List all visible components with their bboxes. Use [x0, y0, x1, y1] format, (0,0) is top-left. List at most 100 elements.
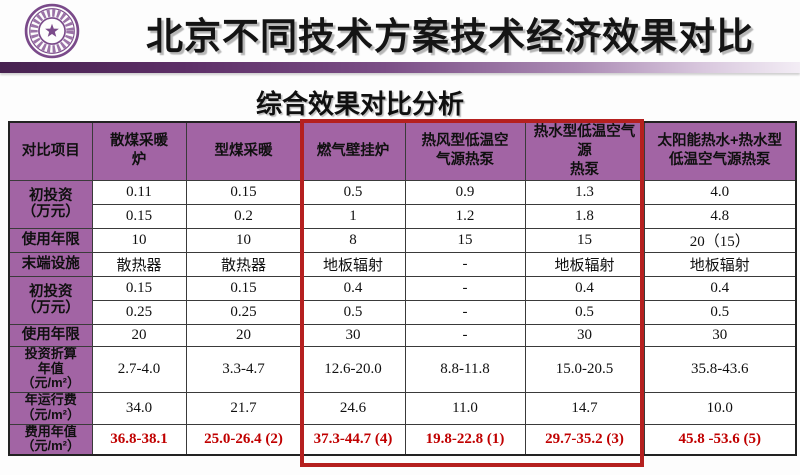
- title-divider-bar: [0, 62, 800, 73]
- col-header-loose-coal-stove: 散煤采暖炉: [91, 121, 187, 181]
- row-label-annual-operating-cost: 年运行费 （元/m²）: [8, 391, 93, 425]
- table-row: 末端设施 散热器 散热器 地板辐射 - 地板辐射 地板辐射: [8, 251, 797, 277]
- table-cell: 0.25: [91, 299, 187, 325]
- table-cell: 0.11: [91, 179, 187, 205]
- table-cell: 21.7: [185, 391, 302, 425]
- table-cell: 35.8-43.6: [643, 345, 797, 393]
- table-cell: 0.5: [300, 179, 406, 205]
- header-line: 气源热泵: [436, 152, 494, 169]
- col-header-solar-plus-heat-pump: 太阳能热水+热水型 低温空气源热泵: [643, 121, 797, 181]
- label-line: 费用年值: [24, 424, 77, 439]
- table-cell: 0.15: [91, 275, 187, 301]
- label-line: 投资折算: [24, 346, 77, 362]
- table-cell: 0.5: [643, 299, 797, 325]
- row-label-service-life-2: 使用年限: [8, 323, 93, 347]
- label-line: 年运行费: [24, 392, 77, 408]
- table-cell: 11.0: [404, 391, 526, 425]
- table-cell: 0.5: [524, 299, 645, 325]
- row-label-service-life-1: 使用年限: [8, 227, 93, 253]
- table-cell: 0.15: [185, 275, 302, 301]
- table-row: 0.15 0.2 1 1.2 1.8 4.8: [9, 203, 797, 229]
- label-line: （万元）: [21, 204, 80, 221]
- header-line: 散煤采暖: [110, 133, 168, 150]
- label-line: （元/m²）: [21, 375, 80, 391]
- table-cell-ranked-cost: 29.7-35.2 (3): [524, 423, 645, 456]
- table-cell-ranked-cost: 45.8 -53.6 (5): [643, 423, 797, 456]
- page-title: 北京不同技术方案技术经济效果对比: [146, 16, 754, 57]
- table-cell-ranked-cost: 25.0-26.4 (2): [185, 423, 302, 456]
- row-label-terminal-equipment: 末端设施: [8, 251, 93, 277]
- col-header-gas-wall-boiler: 燃气壁挂炉: [300, 121, 406, 181]
- table-row-annual-total-cost: 费用年值 （元/m²） 36.8-38.1 25.0-26.4 (2) 37.3-…: [8, 423, 797, 456]
- table-cell: 30: [524, 323, 645, 347]
- label-line: 初投资: [29, 187, 73, 204]
- table-cell: 4.8: [643, 203, 797, 229]
- label-line: （元/m²）: [21, 438, 80, 454]
- table-cell: 0.25: [185, 299, 302, 325]
- col-header-water-type-heat-pump: 热水型低温空气源热泵: [524, 121, 645, 181]
- col-header-briquette-heating: 型煤采暖: [185, 121, 302, 181]
- row-label-initial-investment-2: 初投资 （万元）: [8, 275, 93, 325]
- table-cell: 0.9: [404, 179, 526, 205]
- header-line: 型煤采暖: [214, 142, 273, 159]
- table-cell: 2.7-4.0: [91, 345, 187, 393]
- table-cell: 8: [300, 227, 406, 253]
- table-cell: 10: [185, 227, 302, 253]
- comparison-table: 对比项目 散煤采暖炉 型煤采暖 燃气壁挂炉 热风型低温空 气源热泵 热水型低温空气…: [8, 121, 797, 456]
- table-cell: 10: [91, 227, 187, 253]
- section-subtitle: 综合效果对比分析: [255, 89, 464, 119]
- table-cell: 30: [300, 323, 406, 347]
- table-cell: 地板辐射: [300, 251, 406, 277]
- table-cell: 0.4: [524, 275, 645, 301]
- table-row: 0.25 0.25 0.5 - 0.5 0.5: [9, 299, 797, 325]
- header-line: 炉: [131, 152, 147, 169]
- table-row: 年运行费 （元/m²） 34.0 21.7 24.6 11.0 14.7 10.0: [8, 391, 797, 425]
- table-cell: 34.0: [91, 391, 187, 425]
- header-line: 热水型低温空气源: [533, 124, 636, 159]
- table-cell: 0.4: [643, 275, 797, 301]
- col-header-compare-item: 对比项目: [8, 121, 93, 181]
- label-line: 年值: [37, 360, 64, 376]
- table-cell: -: [404, 251, 526, 277]
- table-cell: 20: [91, 323, 187, 347]
- table-cell: -: [404, 299, 526, 325]
- table-cell: 地板辐射: [643, 251, 797, 277]
- table-cell: 30: [643, 323, 797, 347]
- table-cell: 24.6: [300, 391, 406, 425]
- table-row: 投资折算 年值 （元/m²） 2.7-4.0 3.3-4.7 12.6-20.0 8…: [8, 345, 797, 393]
- table-cell: 8.8-11.8: [404, 345, 526, 393]
- table-cell-ranked-cost: 37.3-44.7 (4): [300, 423, 406, 456]
- table-cell: 1.8: [524, 203, 645, 229]
- header-line: 燃气壁挂炉: [316, 142, 390, 159]
- university-logo: [8, 2, 96, 60]
- table-cell-ranked-cost: 36.8-38.1: [91, 423, 187, 456]
- table-cell: 1.2: [404, 203, 526, 229]
- label-line: 末端设施: [21, 255, 80, 272]
- label-line: （万元）: [21, 300, 80, 317]
- label-line: 使用年限: [21, 326, 80, 343]
- table-cell: 15: [524, 227, 645, 253]
- table-cell: 1.3: [524, 179, 645, 205]
- table-cell: 20: [185, 323, 302, 347]
- table-row: 初投资 （万元） 0.15 0.15 0.4 - 0.4 0.4: [8, 275, 797, 325]
- table-row: 初投资 （万元） 0.11 0.15 0.5 0.9 1.3 4.0: [8, 179, 797, 229]
- label-line: 初投资: [29, 283, 73, 300]
- label-line: （元/m²）: [21, 407, 80, 423]
- table-cell: -: [404, 323, 526, 347]
- table-cell: 14.7: [524, 391, 645, 425]
- table-cell-ranked-cost: 19.8-22.8 (1): [404, 423, 526, 456]
- table-cell: -: [404, 275, 526, 301]
- table-header-row: 对比项目 散煤采暖炉 型煤采暖 燃气壁挂炉 热风型低温空 气源热泵 热水型低温空气…: [8, 121, 797, 181]
- tsinghua-seal-icon: [24, 3, 80, 59]
- header-line: 热风型低温空: [421, 133, 509, 150]
- row-label-initial-investment-1: 初投资 （万元）: [8, 179, 93, 229]
- header-line: 热泵: [570, 161, 599, 178]
- table-cell: 0.2: [185, 203, 302, 229]
- row-label-annual-total-cost: 费用年值 （元/m²）: [8, 423, 93, 456]
- table-cell: 10.0: [643, 391, 797, 425]
- table-cell: 20（15）: [643, 227, 797, 253]
- table-row: 使用年限 10 10 8 15 15 20（15）: [8, 227, 797, 253]
- header-line: 太阳能热水+热水型: [657, 133, 782, 150]
- table-cell: 4.0: [643, 179, 797, 205]
